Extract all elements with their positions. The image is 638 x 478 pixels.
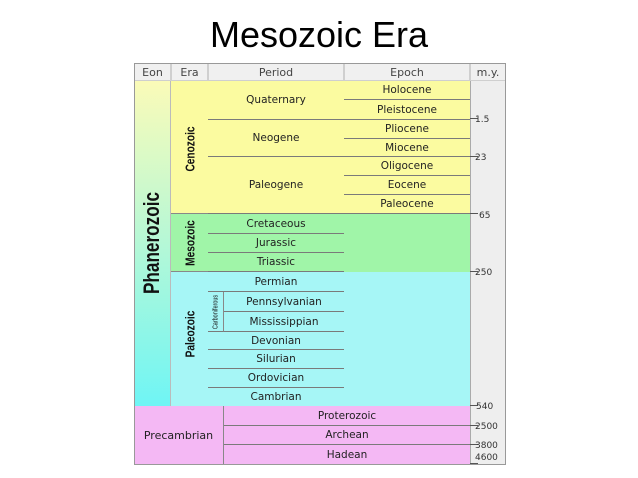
age-label-5: 540: [476, 402, 494, 412]
era-cenozoic-label: Cenozoic: [182, 126, 198, 172]
age-tick-2: [470, 156, 478, 157]
epoch-paleocene: Paleocene: [344, 195, 470, 214]
period-triassic: Triassic: [208, 253, 344, 272]
period-cambrian: Cambrian: [208, 388, 344, 406]
page-title: Mesozoic Era: [209, 14, 429, 55]
epoch-holocene: Holocene: [344, 81, 470, 100]
period-jurassic: Jurassic: [208, 234, 344, 253]
epoch-miocene: Miocene: [344, 139, 470, 157]
period-quaternary: Quaternary: [208, 81, 344, 120]
period-carboniferous-label: Carboniferous: [212, 294, 220, 330]
era-paleozoic-label: Paleozoic: [182, 310, 198, 358]
eon-precambrian: Precambrian: [134, 406, 224, 465]
header-epoch: Epoch: [344, 63, 470, 81]
header-period: Period: [208, 63, 344, 81]
precambrian-hadean: Hadean: [224, 445, 470, 465]
period-mississippian: Mississippian: [224, 312, 344, 332]
period-permian: Permian: [208, 272, 344, 292]
epoch-pleistocene: Pleistocene: [344, 100, 470, 120]
header-eon: Eon: [134, 63, 171, 81]
header-era: Era: [171, 63, 208, 81]
header-my: m.y.: [470, 63, 506, 81]
epoch-pliocene: Pliocene: [344, 120, 470, 139]
age-label-6: 2500: [475, 422, 498, 432]
eon-phanerozoic-label: Phanerozoic: [139, 191, 164, 295]
age-label-4: 250: [475, 268, 493, 278]
period-cretaceous: Cretaceous: [208, 214, 344, 234]
age-label-1: 1.5: [475, 115, 490, 125]
age-label-3: 65: [479, 211, 491, 221]
era-cenozoic-cell: [171, 81, 208, 214]
epoch-eocene: Eocene: [344, 176, 470, 195]
geologic-time-scale-chart: Eon Era Period Epoch m.y. Phanerozoic Ce…: [134, 63, 506, 465]
epoch-oligocene: Oligocene: [344, 157, 470, 176]
era-paleozoic-cell: [171, 272, 208, 406]
eon-phanerozoic-cell: [134, 81, 171, 406]
age-tick-4: [470, 271, 478, 272]
precambrian-archean: Archean: [224, 426, 470, 445]
age-tick-6: [470, 425, 478, 426]
period-pennsylvanian: Pennsylvanian: [224, 292, 344, 312]
age-tick-7: [470, 444, 478, 445]
period-ordovician: Ordovician: [208, 369, 344, 388]
period-devonian: Devonian: [208, 332, 344, 350]
epoch-mesozoic-fill: [344, 214, 470, 272]
epoch-paleozoic-fill: [344, 272, 470, 406]
age-tick-3: [470, 213, 478, 214]
era-mesozoic-cell: [171, 214, 208, 272]
age-label-7: 3800: [475, 441, 498, 451]
age-tick-1: [470, 118, 478, 119]
period-carboniferous-cell: [208, 292, 224, 332]
precambrian-proterozoic: Proterozoic: [224, 406, 470, 426]
age-tick-5: [470, 405, 478, 406]
period-neogene: Neogene: [208, 120, 344, 157]
period-paleogene: Paleogene: [208, 157, 344, 214]
age-tick-8: [470, 463, 478, 464]
my-column: [470, 81, 506, 465]
era-mesozoic-label: Mesozoic: [182, 220, 198, 266]
period-silurian: Silurian: [208, 350, 344, 369]
age-label-8: 4600: [475, 453, 498, 463]
age-label-2: 23: [475, 153, 487, 163]
